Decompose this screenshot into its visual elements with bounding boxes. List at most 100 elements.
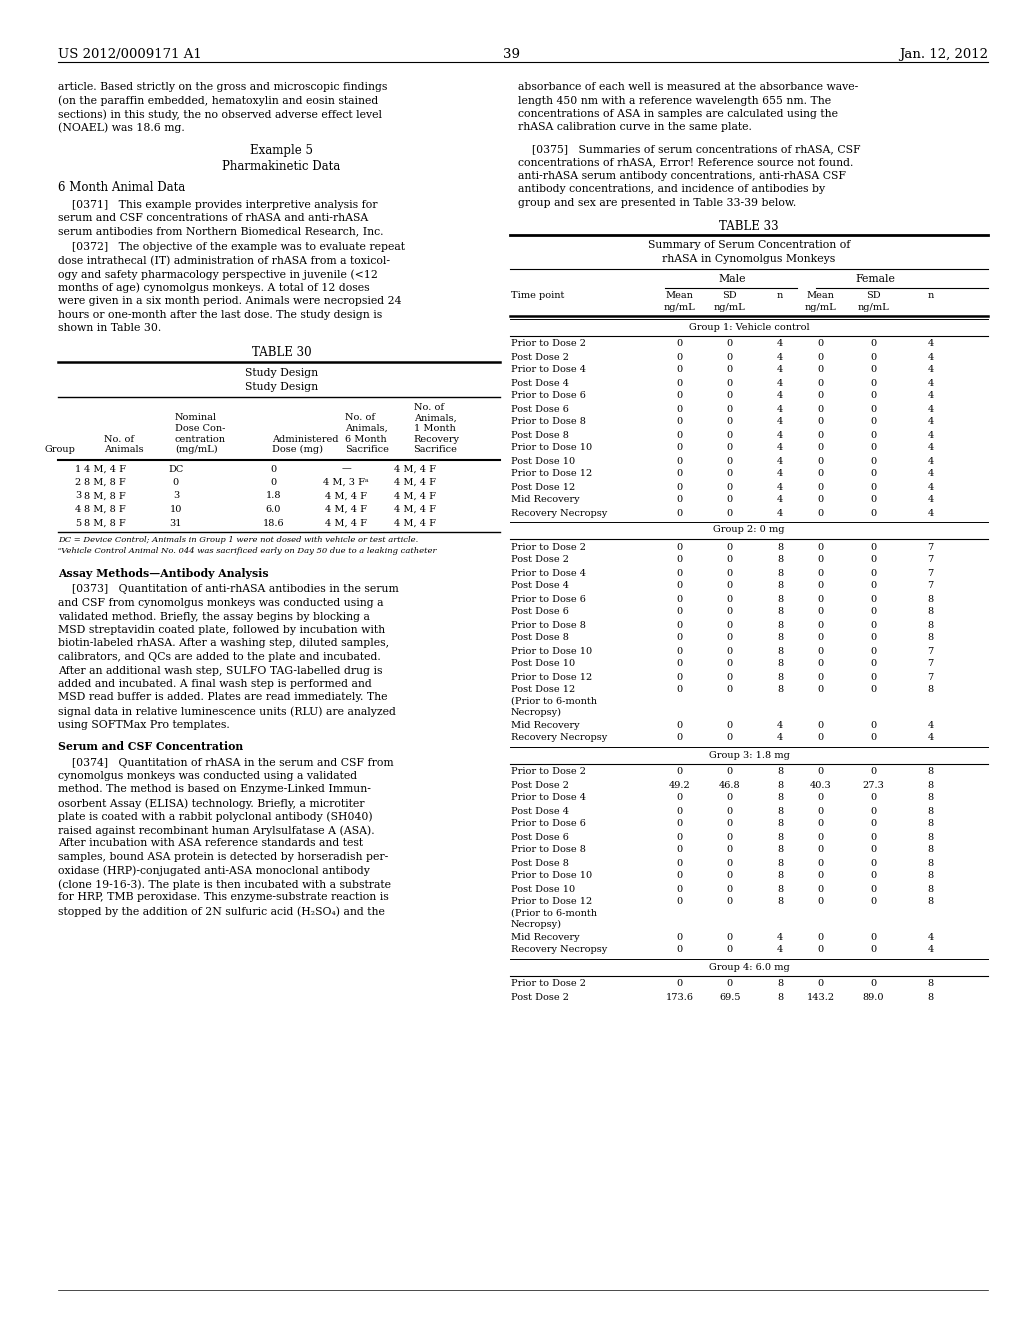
Text: 3: 3 [173,491,179,500]
Text: (clone 19-16-3). The plate is then incubated with a substrate: (clone 19-16-3). The plate is then incub… [58,879,391,890]
Text: 7: 7 [928,543,934,552]
Text: 0: 0 [817,620,823,630]
Text: signal data in relative luminescence units (RLU) are analyzed: signal data in relative luminescence uni… [58,706,396,717]
Text: (Prior to 6-month: (Prior to 6-month [511,908,597,917]
Text: 4: 4 [777,483,783,491]
Text: serum antibodies from Northern Biomedical Research, Inc.: serum antibodies from Northern Biomedica… [58,227,384,236]
Text: 8: 8 [777,685,783,694]
Text: 8 M, 8 F: 8 M, 8 F [84,506,126,513]
Text: 0: 0 [870,379,877,388]
Text: 4 M, 4 F: 4 M, 4 F [84,465,126,474]
Text: 0: 0 [727,685,733,694]
Text: 0: 0 [870,721,877,730]
Text: 0: 0 [677,594,683,603]
Text: 0: 0 [727,556,733,565]
Text: TABLE 30: TABLE 30 [252,346,311,359]
Text: MSD streptavidin coated plate, followed by incubation with: MSD streptavidin coated plate, followed … [58,624,385,635]
Text: US 2012/0009171 A1: US 2012/0009171 A1 [58,48,202,61]
Text: 4: 4 [928,721,934,730]
Text: 8: 8 [928,833,934,842]
Text: 0: 0 [727,404,733,413]
Text: 0: 0 [817,793,823,803]
Text: 0: 0 [817,820,823,829]
Text: 10: 10 [170,506,182,513]
Text: 8: 8 [928,807,934,816]
Text: 0: 0 [727,483,733,491]
Text: 0: 0 [870,430,877,440]
Text: 0: 0 [677,556,683,565]
Text: 8: 8 [777,979,783,989]
Text: 0: 0 [817,647,823,656]
Text: 0: 0 [727,620,733,630]
Text: 4: 4 [777,417,783,426]
Text: 0: 0 [727,634,733,643]
Text: 0: 0 [727,672,733,681]
Text: 173.6: 173.6 [666,993,693,1002]
Text: 0: 0 [817,846,823,854]
Text: method. The method is based on Enzyme-Linked Immun-: method. The method is based on Enzyme-Li… [58,784,371,795]
Text: 0: 0 [817,660,823,668]
Text: 0: 0 [677,417,683,426]
Text: 0: 0 [727,495,733,504]
Text: 8: 8 [777,620,783,630]
Text: Animals,: Animals, [414,413,457,422]
Text: 0: 0 [817,607,823,616]
Text: 0: 0 [817,721,823,730]
Text: 0: 0 [870,898,877,907]
Text: 8: 8 [777,780,783,789]
Text: using SOFTMax Pro templates.: using SOFTMax Pro templates. [58,719,229,730]
Text: rhASA calibration curve in the same plate.: rhASA calibration curve in the same plat… [518,123,752,132]
Text: Post Dose 2: Post Dose 2 [511,352,569,362]
Text: 0: 0 [727,392,733,400]
Text: 8: 8 [777,846,783,854]
Text: osorbent Assay (ELISA) technology. Briefly, a microtiter: osorbent Assay (ELISA) technology. Brief… [58,799,365,809]
Text: 4: 4 [928,417,934,426]
Text: 7: 7 [928,672,934,681]
Text: concentrations of rhASA, Error! Reference source not found.: concentrations of rhASA, Error! Referenc… [518,157,853,168]
Text: 0: 0 [817,483,823,491]
Text: Pharmakinetic Data: Pharmakinetic Data [222,160,341,173]
Text: 4: 4 [928,945,934,954]
Text: Post Dose 10: Post Dose 10 [511,457,575,466]
Text: Prior to Dose 6: Prior to Dose 6 [511,594,586,603]
Text: 6 Month Animal Data: 6 Month Animal Data [58,181,185,194]
Text: (Prior to 6-month: (Prior to 6-month [511,697,597,705]
Text: 0: 0 [870,543,877,552]
Text: —: — [341,465,351,474]
Text: ogy and safety pharmacology perspective in juvenile (<12: ogy and safety pharmacology perspective … [58,269,378,280]
Text: 8: 8 [928,884,934,894]
Text: 0: 0 [817,945,823,954]
Text: Jan. 12, 2012: Jan. 12, 2012 [899,48,988,61]
Text: 4: 4 [928,470,934,479]
Text: 8: 8 [777,871,783,880]
Text: 69.5: 69.5 [719,993,740,1002]
Text: 0: 0 [727,594,733,603]
Text: 8: 8 [928,685,934,694]
Text: 8 M, 8 F: 8 M, 8 F [84,519,126,528]
Text: 0: 0 [727,767,733,776]
Text: 0: 0 [870,417,877,426]
Text: 4 M, 4 F: 4 M, 4 F [393,465,435,474]
Text: 4: 4 [928,366,934,375]
Text: Recovery Necropsy: Recovery Necropsy [511,508,607,517]
Text: [0372]   The objective of the example was to evaluate repeat: [0372] The objective of the example was … [58,242,406,252]
Text: and CSF from cynomolgus monkeys was conducted using a: and CSF from cynomolgus monkeys was cond… [58,598,384,609]
Text: Prior to Dose 4: Prior to Dose 4 [511,793,586,803]
Text: 0: 0 [270,465,276,474]
Text: 8: 8 [777,660,783,668]
Text: 7: 7 [928,569,934,578]
Text: 0: 0 [817,457,823,466]
Text: Post Dose 4: Post Dose 4 [511,807,569,816]
Text: sections) in this study, the no observed adverse effect level: sections) in this study, the no observed… [58,110,382,120]
Text: 0: 0 [817,685,823,694]
Text: Administered: Administered [272,434,339,444]
Text: 31: 31 [170,519,182,528]
Text: 4: 4 [928,392,934,400]
Text: Female: Female [856,275,896,284]
Text: 0: 0 [870,607,877,616]
Text: 0: 0 [677,495,683,504]
Text: After incubation with ASA reference standards and test: After incubation with ASA reference stan… [58,838,364,849]
Text: 0: 0 [677,793,683,803]
Text: Post Dose 12: Post Dose 12 [511,685,575,694]
Text: 0: 0 [727,807,733,816]
